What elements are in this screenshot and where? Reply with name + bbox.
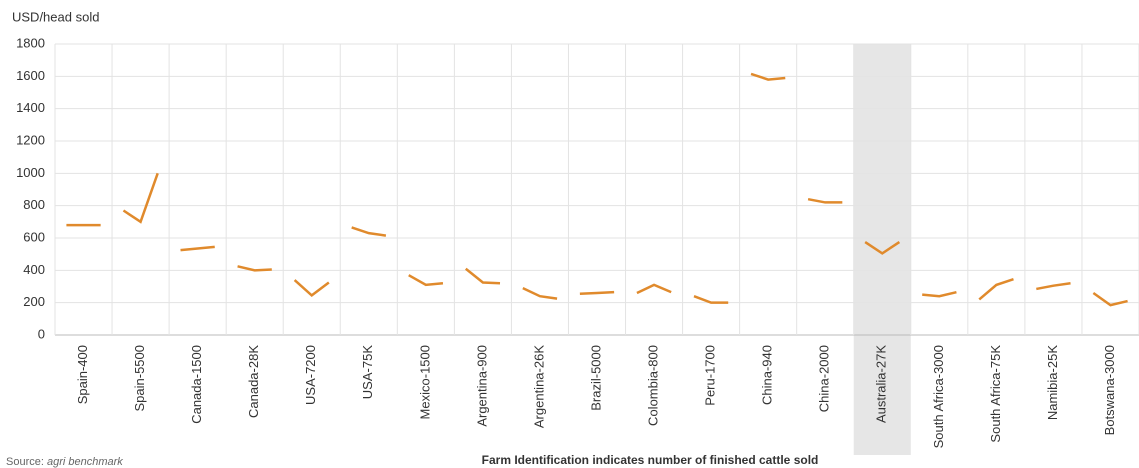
farm-line — [351, 226, 387, 237]
source-label: Source: — [6, 456, 44, 468]
x-tick-label: Namibia-25K — [1045, 345, 1060, 420]
x-axis-label: Farm Identification indicates number of … — [482, 453, 819, 467]
farm-line — [693, 295, 729, 304]
x-tick-label: South Africa-75K — [988, 345, 1003, 443]
x-tick-label: Peru-1700 — [703, 345, 718, 406]
farm-line — [522, 286, 558, 300]
farm-line — [180, 245, 215, 252]
y-tick-label: 1600 — [16, 68, 45, 83]
x-tick-label: China-940 — [760, 345, 775, 405]
y-tick-label: 200 — [23, 294, 45, 309]
farm-line — [1036, 282, 1071, 291]
y-tick-label: 1000 — [16, 165, 45, 180]
x-tick-label: USA-75K — [360, 345, 375, 400]
highlight-band — [853, 44, 911, 455]
farm-line — [237, 265, 272, 272]
x-tick-label: Canada-28K — [246, 345, 261, 418]
x-tick-label: USA-7200 — [303, 345, 318, 405]
y-tick-label: 1400 — [16, 100, 45, 115]
farm-line — [1092, 291, 1128, 307]
farm-line — [978, 278, 1014, 301]
y-axis-label: USD/head sold — [12, 9, 99, 24]
x-tick-label: Mexico-1500 — [417, 345, 432, 419]
farm-line — [293, 279, 330, 298]
x-tick-label: Argentina-26K — [531, 345, 546, 428]
y-tick-label: 1800 — [16, 35, 45, 50]
y-tick-label: 800 — [23, 197, 45, 212]
farm-line — [750, 72, 786, 81]
x-tick-label: Argentina-900 — [474, 345, 489, 427]
farm-line — [922, 290, 957, 298]
farm-line — [579, 290, 615, 296]
farm-line — [122, 172, 159, 224]
x-tick-label: Botswana-3000 — [1102, 345, 1117, 435]
x-tick-label: Brazil-5000 — [588, 345, 603, 411]
x-tick-label: Spain-5500 — [132, 345, 147, 412]
farm-line — [807, 197, 843, 204]
farm-line — [464, 267, 501, 285]
y-tick-label: 0 — [38, 326, 45, 341]
source-name: agri benchmark — [47, 456, 123, 468]
x-tick-label: Australia-27K — [874, 345, 889, 423]
x-tick-label: Colombia-800 — [645, 345, 660, 426]
farm-line — [636, 283, 672, 295]
x-tick-label: Spain-400 — [75, 345, 90, 404]
y-tick-label: 600 — [23, 229, 45, 244]
farm-line — [864, 240, 901, 255]
source: Source: agri benchmark — [6, 456, 123, 468]
x-tick-label: South Africa-3000 — [931, 345, 946, 448]
y-tick-label: 1200 — [16, 132, 45, 147]
x-tick-label: Canada-1500 — [189, 345, 204, 424]
x-tick-label: China-2000 — [817, 345, 832, 412]
farm-line — [408, 274, 444, 287]
y-tick-label: 400 — [23, 262, 45, 277]
